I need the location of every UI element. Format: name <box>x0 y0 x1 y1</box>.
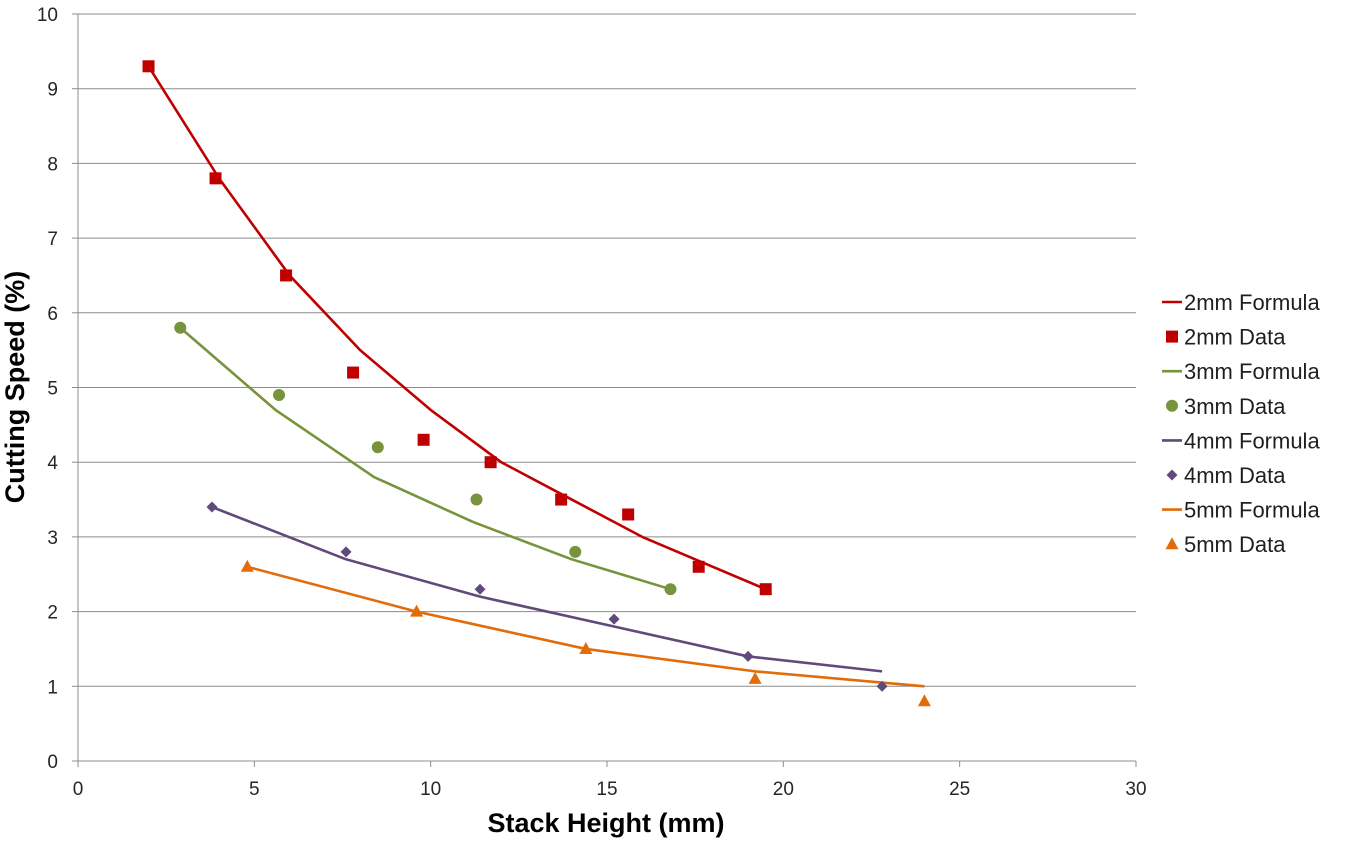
data-point <box>240 559 254 572</box>
x-tick-label-20: 20 <box>773 779 794 800</box>
plot-area <box>142 60 931 707</box>
data-point <box>917 694 931 707</box>
legend-label: 4mm Formula <box>1184 428 1320 453</box>
gridlines <box>78 13 1136 687</box>
legend-item-2mm-formula: 2mm Formula <box>1162 290 1320 315</box>
y-tick-label-7: 7 <box>47 229 58 250</box>
series-3mm-formula <box>179 326 671 591</box>
y-tick-label-9: 9 <box>47 80 58 101</box>
series-4mm-data <box>206 501 888 692</box>
legend-marker-swatch <box>1166 399 1178 412</box>
data-point <box>876 680 888 692</box>
data-point <box>371 441 384 454</box>
y-tick-label-5: 5 <box>47 379 58 400</box>
legend-item-5mm-formula: 5mm Formula <box>1162 498 1320 523</box>
y-tick-label-1: 1 <box>47 677 58 698</box>
legend-item-4mm-data: 4mm Data <box>1166 463 1286 488</box>
legend-label: 5mm Formula <box>1184 498 1320 523</box>
y-tick-label-8: 8 <box>47 154 58 175</box>
legend-marker-swatch <box>1166 469 1178 481</box>
data-point <box>692 560 705 573</box>
series-line <box>211 505 883 673</box>
legend-marker-swatch <box>1165 537 1179 550</box>
y-tick-label-4: 4 <box>47 453 58 474</box>
data-point <box>759 583 772 596</box>
x-axis-title: Stack Height (mm) <box>487 808 724 838</box>
legend-label: 3mm Formula <box>1184 359 1320 384</box>
x-tick-label-0: 0 <box>73 779 84 800</box>
data-point <box>273 388 286 401</box>
x-tick-label-5: 5 <box>249 779 260 800</box>
series-2mm-formula <box>147 65 767 591</box>
legend-marker-swatch <box>1166 330 1178 343</box>
legend-label: 3mm Data <box>1184 394 1286 419</box>
data-point <box>347 366 360 379</box>
legend-item-5mm-data: 5mm Data <box>1165 532 1286 557</box>
series-line <box>179 326 671 591</box>
data-point <box>608 613 620 625</box>
y-tick-label-0: 0 <box>47 752 58 773</box>
series-line <box>246 565 925 688</box>
series-3mm-data <box>174 321 677 596</box>
data-point <box>748 671 762 684</box>
legend: 2mm Formula 2mm Data 3mm Formula 3mm Data 4m… <box>1162 290 1320 557</box>
y-tick-label-2: 2 <box>47 603 58 624</box>
data-point <box>484 456 497 469</box>
x-tick-label-15: 15 <box>596 779 617 800</box>
data-point <box>579 641 593 654</box>
data-point <box>474 583 486 595</box>
data-point <box>209 172 222 185</box>
data-point <box>142 60 155 73</box>
y-tick-label-3: 3 <box>47 528 58 549</box>
series-2mm-data <box>142 60 772 596</box>
x-tick-label-30: 30 <box>1125 779 1146 800</box>
legend-item-3mm-formula: 3mm Formula <box>1162 359 1320 384</box>
legend-label: 5mm Data <box>1184 532 1286 557</box>
data-point <box>206 501 218 513</box>
y-tick-label-6: 6 <box>47 304 58 325</box>
data-point <box>410 604 424 617</box>
data-point <box>569 545 582 558</box>
series-5mm-data <box>240 559 931 707</box>
data-point <box>555 493 568 506</box>
legend-label: 2mm Formula <box>1184 290 1320 315</box>
y-axis-title: Cutting Speed (%) <box>0 271 30 503</box>
x-tick-label-10: 10 <box>420 779 441 800</box>
data-point <box>742 650 754 662</box>
y-tick-label-10: 10 <box>37 5 58 26</box>
data-point <box>664 583 677 596</box>
legend-item-2mm-data: 2mm Data <box>1166 325 1286 350</box>
data-point <box>174 321 187 334</box>
series-4mm-formula <box>211 505 883 673</box>
data-point <box>340 546 352 558</box>
legend-item-4mm-formula: 4mm Formula <box>1162 428 1320 453</box>
data-point <box>622 508 635 521</box>
series-5mm-formula <box>246 565 925 688</box>
legend-label: 4mm Data <box>1184 463 1286 488</box>
legend-label: 2mm Data <box>1184 325 1286 350</box>
data-point <box>280 269 293 282</box>
data-point <box>470 493 483 506</box>
legend-item-3mm-data: 3mm Data <box>1166 394 1286 419</box>
x-tick-label-25: 25 <box>949 779 970 800</box>
series-line <box>147 65 767 591</box>
data-point <box>417 433 430 446</box>
axes: 0 1 2 3 4 5 6 7 8 9 10 0 5 10 15 20 25 30 <box>37 5 1147 800</box>
